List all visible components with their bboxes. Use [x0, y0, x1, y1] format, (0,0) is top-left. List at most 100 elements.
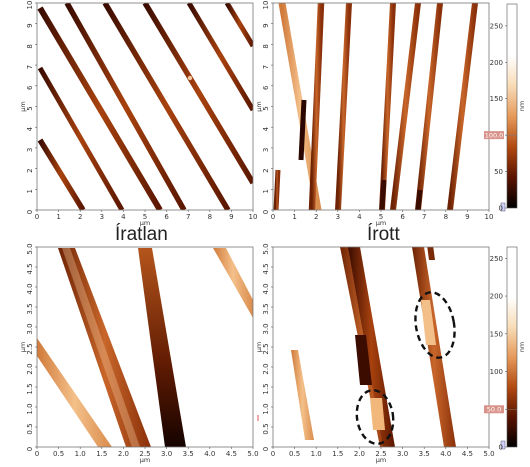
x-tick-label: 1.5 — [332, 450, 343, 458]
y-tick-label: 4 — [26, 126, 34, 131]
y-tick-label: 8 — [262, 44, 270, 48]
y-tick-label: 2.0 — [262, 363, 270, 374]
x-tick-label: 1.0 — [75, 450, 86, 458]
y-tick-label: 1.0 — [26, 403, 34, 414]
x-tick-label: 2.0 — [118, 450, 129, 458]
x-tick-label: 5.0 — [483, 450, 494, 458]
y-axis-unit: µm — [19, 101, 27, 111]
y-tick-label: 10 — [262, 1, 270, 10]
y-tick-label: 7 — [26, 65, 34, 69]
y-tick-label: 8 — [26, 44, 34, 48]
highlight-ellipse-lower — [355, 388, 395, 446]
y-tick-label: 7 — [262, 65, 270, 69]
x-tick-label: 4.0 — [204, 450, 215, 458]
colorbar-unit: nm — [518, 101, 526, 111]
y-tick-label: 5 — [262, 106, 270, 110]
colorbar-tick-label: 150 — [490, 95, 503, 103]
colorbar-unit: nm — [518, 342, 526, 352]
y-tick-label: 0 — [262, 447, 270, 451]
x-tick-label: 8 — [444, 213, 448, 221]
y-tick-label: 3.0 — [26, 323, 34, 334]
x-tick-label: 0 — [35, 213, 39, 221]
x-tick-label: 3.0 — [161, 450, 172, 458]
x-tick-label: 0.5 — [53, 450, 64, 458]
panel-top-left — [36, 2, 254, 211]
colorbar-ticks: 050100150200250nm100.0050100150200250nm5… — [484, 22, 526, 452]
x-tick-label: 3.5 — [183, 450, 194, 458]
x-tick-label: 3.5 — [419, 450, 430, 458]
highlight-ellipse-upper — [414, 291, 456, 359]
x-axis-unit: µm — [140, 456, 150, 464]
y-axis-unit: µm — [255, 342, 263, 352]
x-tick-label: 2 — [78, 213, 82, 221]
y-tick-label: 3.0 — [262, 323, 270, 334]
stripes-bottom-right — [291, 247, 456, 447]
x-tick-label: 4 — [357, 213, 362, 221]
colorbar-top — [500, 3, 518, 212]
y-tick-label: 9 — [262, 23, 270, 27]
x-tick-label: 2.5 — [375, 450, 386, 458]
x-tick-label: 2.0 — [354, 450, 365, 458]
stripes-top-left — [37, 3, 253, 210]
colorbar-marker-badge — [484, 131, 504, 140]
x-tick-label: 1 — [56, 213, 60, 221]
y-tick-label: 0 — [26, 447, 34, 451]
x-tick-label: 10 — [485, 213, 494, 221]
y-tick-label: 4.0 — [26, 283, 34, 294]
x-tick-label: 0 — [35, 450, 39, 458]
stripes-top-right — [273, 3, 478, 210]
x-tick-label: 5 — [379, 213, 383, 221]
x-tick-label: 1.0 — [311, 450, 322, 458]
x-tick-label: 4.5 — [462, 450, 473, 458]
y-tick-label: 5.0 — [262, 243, 270, 254]
x-tick-label: 10 — [249, 213, 258, 221]
x-tick-label: 1 — [292, 213, 296, 221]
y-tick-label: 3.5 — [26, 303, 34, 314]
colorbar-marker-label: 100.0 — [485, 131, 504, 139]
y-tick-label: 1.5 — [262, 383, 270, 394]
x-tick-label: 7 — [422, 213, 426, 221]
x-tick-label: 9 — [229, 213, 233, 221]
panel-top-right — [272, 2, 490, 211]
y-tick-label: 2.5 — [26, 343, 34, 354]
x-tick-label: 2 — [314, 213, 318, 221]
y-tick-label: 4.0 — [262, 283, 270, 294]
x-axis-unit: µm — [376, 219, 386, 227]
y-tick-label: 2.0 — [26, 363, 34, 374]
caption-unwritten: Íratlan — [115, 224, 168, 245]
y-tick-label: 3 — [262, 148, 270, 152]
colorbar-tick-label: 150 — [490, 330, 503, 338]
y-tick-label: 6 — [26, 85, 34, 90]
y-axis-unit: µm — [255, 101, 263, 111]
x-axis-unit: µm — [140, 219, 150, 227]
panel-bottom-right — [272, 246, 490, 448]
y-tick-label: 5.0 — [26, 243, 34, 254]
x-tick-label: 3.0 — [397, 450, 408, 458]
y-tick-label: 1.5 — [26, 383, 34, 394]
y-tick-label: 3 — [26, 148, 34, 152]
y-tick-label: 10 — [26, 1, 34, 10]
x-tick-label: 8 — [208, 213, 212, 221]
x-tick-label: 0 — [271, 213, 275, 221]
x-tick-label: 3 — [336, 213, 340, 221]
panel-bottom-left — [36, 246, 254, 448]
y-tick-label: 9 — [26, 23, 34, 27]
y-tick-label: 5 — [26, 106, 34, 110]
x-tick-label: 3 — [100, 213, 104, 221]
colorbar-tick-label: 200 — [490, 293, 503, 301]
y-tick-label: 0 — [26, 210, 34, 214]
colorbar-tick-label: 100 — [490, 368, 503, 376]
y-tick-label: 4.5 — [262, 263, 270, 274]
x-tick-label: 6 — [400, 213, 405, 221]
colorbar-tick-label: 250 — [490, 22, 503, 30]
y-tick-label: 3.5 — [262, 303, 270, 314]
y-axis-unit: µm — [19, 342, 27, 352]
x-tick-label: 2.5 — [139, 450, 150, 458]
colorbar-tick-label: 50 — [494, 168, 503, 176]
x-tick-label: 7 — [186, 213, 190, 221]
y-tick-label: 4.5 — [26, 263, 34, 274]
colorbar-marker-label: 50.0 — [487, 406, 501, 414]
x-tick-label: 1.5 — [96, 450, 107, 458]
x-tick-label: 0.5 — [289, 450, 300, 458]
